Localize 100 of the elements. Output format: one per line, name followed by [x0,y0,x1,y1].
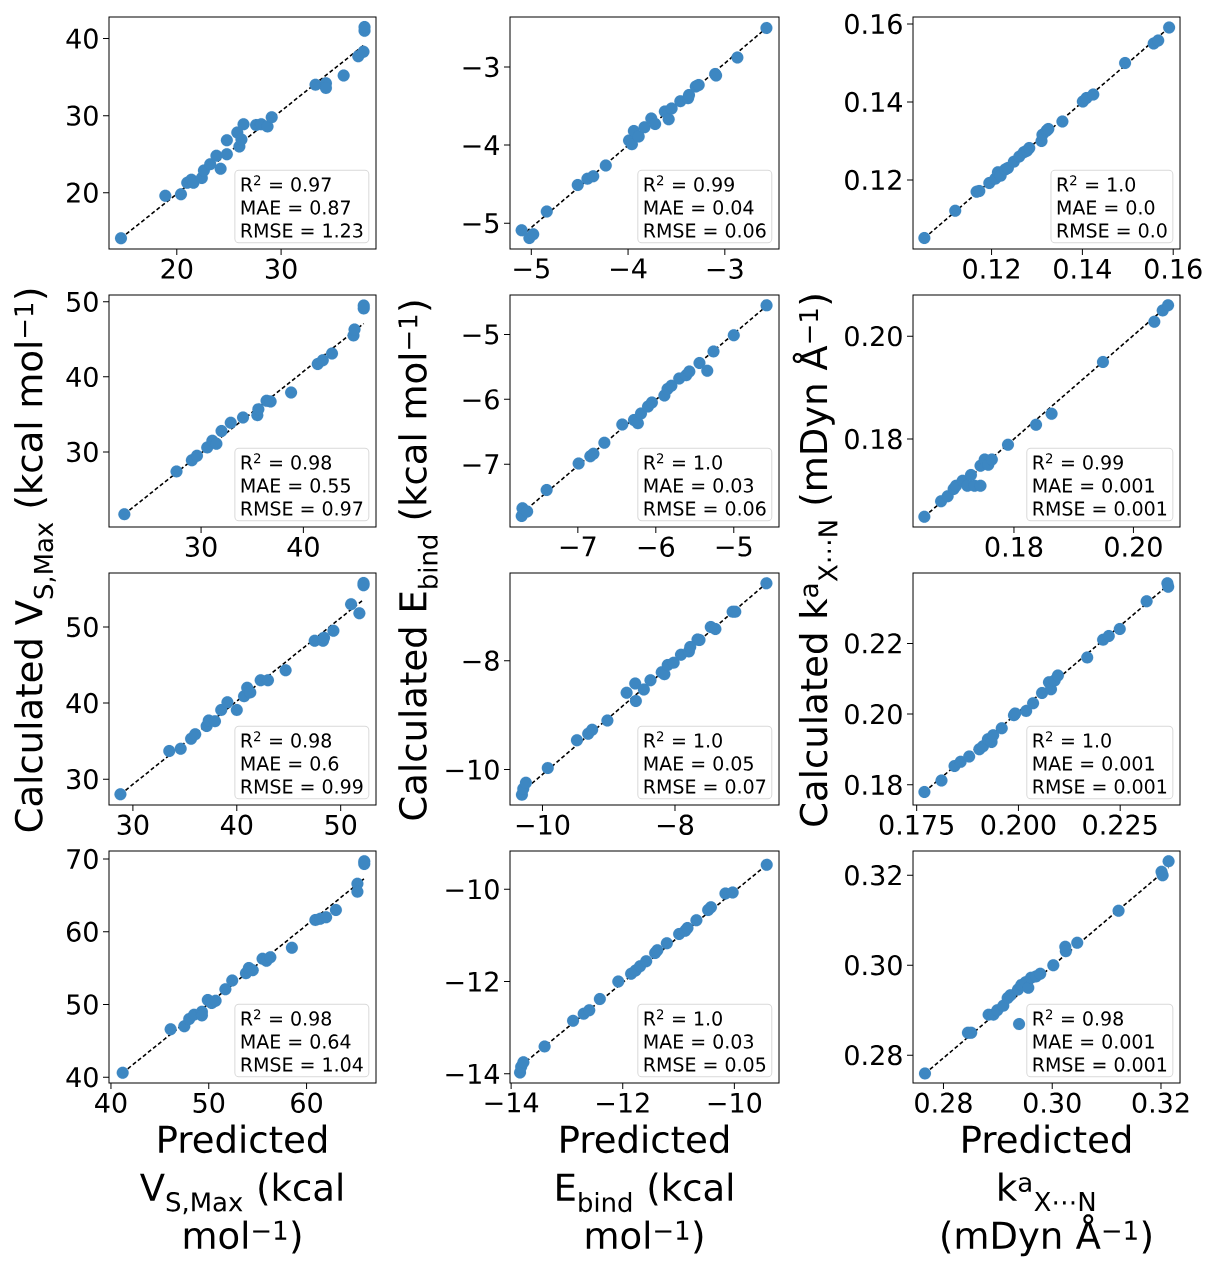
annotation: RMSE = 0.97 [241,501,363,516]
y-tick-label: 30 [67,768,98,790]
y-tick-label: 0.14 [845,91,902,113]
x-tick-label: 0.225 [1083,814,1157,835]
x-tick-label: 40 [287,536,319,557]
y-axis-title: Calculated k$^{a}$$_{X⋯N}$ (mDyn Å$^{−1}$) [792,295,838,826]
x-axis-title: Predicted V$_{S,Max}$ (kcal mol$^{−1}$) [140,1124,342,1254]
y-tick-label: 40 [66,28,98,49]
annotation: RMSE = 0.06 [644,223,766,238]
annotation: RMSE = 1.04 [241,1057,363,1072]
x-tick-label: −4 [611,258,647,279]
x-tick-label: −7 [560,536,596,557]
x-tick-label: 0.30 [1023,1092,1081,1113]
x-axis-title: Predicted k$^{a}$X⋯N (mDyn Å$^{−1}$) [942,1124,1151,1257]
y-tick-label: 30 [67,441,98,463]
annotation: R$^{2}$ = 0.98 [1033,1009,1123,1026]
y-tick-label: −5 [463,324,499,345]
y-tick-label: 50 [67,994,98,1015]
x-tick-label: 0.175 [879,814,953,835]
y-tick-label: −8 [463,650,499,671]
x-tick-label: 20 [161,258,193,279]
x-tick-label: −6 [638,536,675,557]
annotation: R$^{2}$ = 0.98 [241,453,332,470]
annotation: RMSE = 0.001 [1033,779,1167,794]
annotation: MAE = 0.03 [644,478,753,493]
annotation: RMSE = 0.001 [1033,501,1167,516]
x-tick-label: 0.32 [1132,1092,1189,1113]
y-tick-label: 40 [66,366,98,388]
y-tick-label: −3 [463,56,499,78]
annotation: RMSE = 1.23 [241,223,363,238]
x-tick-label: −3 [707,258,743,279]
y-tick-label: 40 [66,692,98,714]
x-tick-label: 60 [291,1092,322,1113]
x-tick-label: −10 [708,1092,762,1113]
y-tick-label: −10 [446,879,499,900]
annotation: MAE = 0.03 [644,1034,753,1049]
x-tick-label: 0.200 [981,814,1056,835]
annotation: R$^{2}$ = 1.0 [644,731,722,748]
annotation: MAE = 0.55 [241,478,350,493]
x-tick-label: −5 [716,536,752,557]
annotation: MAE = 0.6 [241,756,339,771]
x-tick-label: −5 [514,258,549,279]
annotation: R$^{2}$ = 1.0 [644,453,722,470]
annotation: MAE = 0.001 [1033,478,1154,493]
annotation: R$^{2}$ = 0.99 [644,175,734,192]
annotation: MAE = 0.64 [241,1034,351,1049]
annotation: MAE = 0.001 [1033,756,1154,771]
x-tick-label: 50 [325,814,357,835]
annotation: MAE = 0.0 [1057,200,1155,215]
x-tick-label: 0.16 [1144,258,1202,279]
x-tick-label: 50 [193,1092,225,1113]
annotation: RMSE = 0.0 [1057,223,1167,238]
annotation: RMSE = 0.99 [241,779,363,794]
annotation: R$^{2}$ = 0.98 [241,1009,332,1026]
annotation: R$^{2}$ = 1.0 [1033,731,1111,748]
annotation: RMSE = 0.05 [644,1057,766,1072]
x-tick-label: 0.28 [915,1092,972,1113]
y-axis-title: Calculated V$_{S,Max}$ (kcal mol$^{−1}$) [14,289,56,832]
y-tick-label: 40 [66,1066,98,1088]
annotation: MAE = 0.87 [241,200,350,215]
x-tick-label: 0.12 [963,258,1019,279]
x-tick-label: −12 [597,1092,649,1113]
annotation: R$^{2}$ = 0.97 [241,175,331,192]
y-tick-label: 0.18 [845,428,902,450]
y-tick-label: 0.16 [845,13,902,35]
y-tick-label: −6 [463,389,499,410]
y-tick-label: 0.20 [845,703,902,725]
x-tick-label: 0.14 [1054,258,1111,279]
y-tick-label: 20 [67,182,98,203]
x-tick-label: 30 [185,536,217,557]
y-tick-label: 60 [66,921,98,942]
y-tick-label: −7 [463,454,499,474]
y-tick-label: −14 [446,1063,499,1084]
annotation: MAE = 0.05 [644,756,753,771]
annotation: R$^{2}$ = 0.98 [241,731,332,748]
annotation: R$^{2}$ = 1.0 [1057,175,1136,192]
x-tick-label: 30 [265,258,297,279]
x-tick-label: 0.20 [1105,536,1162,557]
annotation: MAE = 0.001 [1033,1034,1154,1049]
y-tick-label: −4 [463,135,499,155]
annotation: MAE = 0.04 [644,200,754,215]
x-axis-title: Predicted E$_{bind}$ (kcal mol$^{−1}$) [557,1124,732,1254]
y-tick-label: 0.32 [845,865,901,886]
x-tick-label: 30 [117,814,149,835]
x-tick-label: 40 [220,814,253,835]
y-tick-label: 0.28 [845,1044,902,1066]
x-tick-label: 40 [95,1092,127,1113]
annotation: RMSE = 0.06 [644,501,766,516]
y-tick-label: −10 [446,759,499,780]
y-tick-label: 0.12 [845,169,901,191]
y-tick-label: 0.30 [845,955,902,976]
annotation: RMSE = 0.001 [1033,1057,1167,1072]
y-tick-label: 50 [67,616,98,638]
y-tick-label: 70 [67,848,98,870]
annotation: R$^{2}$ = 1.0 [644,1009,722,1026]
x-tick-label: −10 [516,814,570,835]
y-tick-label: 30 [67,105,98,126]
y-axis-title: Calculated E$_{bind}$ (kcal mol$^{−1}$) [398,301,438,820]
y-tick-label: 0.18 [845,774,902,796]
annotation: RMSE = 0.07 [644,779,766,794]
